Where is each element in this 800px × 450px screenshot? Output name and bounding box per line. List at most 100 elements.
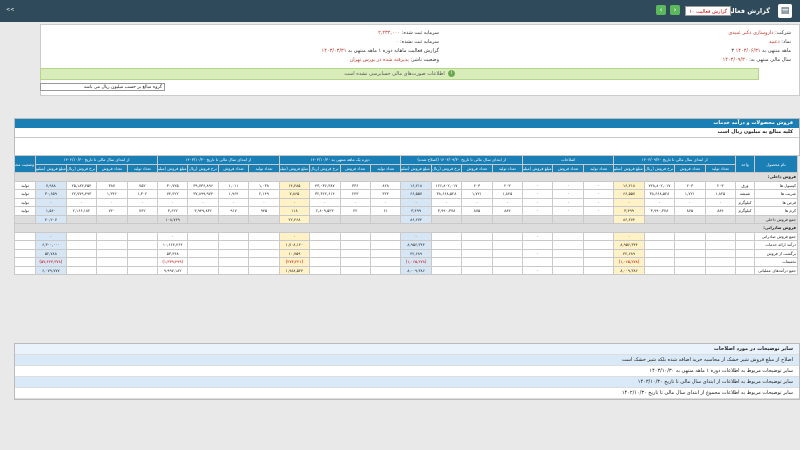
sales-section: فروش محصولات و درآمد خدمات کلیه مبالغ به… — [14, 118, 800, 156]
col-header: تعداد تولید — [491, 163, 524, 173]
col-header: تعداد تولید — [248, 163, 280, 173]
table-cell: ۰ — [522, 231, 554, 241]
table-cell — [217, 214, 250, 224]
table-cell — [582, 231, 615, 241]
table-cell: ۰ — [522, 206, 554, 216]
table-cell — [369, 248, 402, 258]
table-cell: ۰ — [522, 189, 554, 199]
table-cell — [65, 214, 98, 224]
col-header: تعداد تولید — [126, 163, 158, 173]
table-cell: ۲۰۳ — [461, 180, 493, 190]
table-cell — [491, 257, 524, 267]
table-cell — [339, 248, 371, 258]
table-cell: ۰ — [522, 248, 554, 258]
table-cell — [369, 240, 402, 250]
col-header: تعداد فروش — [674, 163, 706, 173]
table-cell: ۳۲,۳۶۲,۶۱۴ — [309, 189, 341, 199]
table-cell — [96, 248, 128, 258]
group-header: از ابتدای سال مالی تا تاریخ ۱۴۰۳/۰۹/۳۰ — [613, 155, 736, 165]
col-header: وضعیت محصول-واحد — [14, 155, 36, 173]
table-cell: ۱۶,۲۱۸ — [613, 180, 645, 190]
table-cell: ۷۴۲ — [126, 206, 158, 216]
table-cell: شربت ها — [754, 189, 798, 199]
table-cell: (۲۷۴,۲۲۱) — [278, 257, 311, 267]
company-info-panel: شرکت: داروسازی دکتر عبیدی نماد: دعبید ۳ … — [40, 24, 800, 96]
table-cell — [339, 214, 371, 224]
group-header-row: نام محصول واحد از ابتدای سال مالی تا تار… — [14, 155, 798, 173]
col-header: نرخ فروش (ریال) — [187, 163, 219, 173]
table-cell — [704, 265, 737, 275]
col-header: مبلغ فروش (میلیون ریال) — [278, 163, 311, 173]
table-cell — [96, 240, 128, 250]
table-cell: ۰ — [278, 231, 311, 241]
table-cell: شیشه — [735, 189, 755, 199]
table-cell: کیلوگرم — [735, 197, 755, 207]
table-cell — [582, 240, 615, 250]
table-cell: ۸,۰۰۹,۳۸۶ — [400, 265, 432, 275]
col-header: نرخ فروش (ریال) — [643, 163, 676, 173]
period-row: ۳ ماهه منتهی به ۱۴۰۳/۰۶/۳۱ — [731, 48, 791, 54]
report-row: گزارش فعالیت ماهانه دوره ۱ ماهه منتهی به… — [321, 48, 439, 54]
table-row: تخفیفات (۱,۰۶۵,۲۷۸) (۱,۰۶۵,۲۷۸) (۲۷۴,۲۲۱) (۱… — [14, 257, 798, 267]
table-cell — [461, 248, 493, 258]
col-header: نام محصول — [754, 155, 798, 173]
next-arrow-icon[interactable]: › — [670, 5, 680, 15]
group-header: از ابتدای سال مالی تا تاریخ ۱۴۰۳/۱۰/۳۰ — [156, 155, 280, 165]
table-cell — [126, 265, 158, 275]
page-title: گزارش فعالیت ماهانه — [700, 7, 770, 15]
table-cell: ۸۶,۲۷۴ — [613, 214, 645, 224]
section-label: فروش داخلی: — [14, 172, 798, 182]
table-cell — [187, 240, 219, 250]
table-cell: تولید — [14, 197, 36, 207]
unit-select[interactable]: گروه مبالغ بر حسب میلیون ریال می باشد — [40, 83, 165, 91]
table-cell: ۱,۹۶۴ — [217, 189, 250, 199]
col-header: تعداد تولید — [369, 163, 402, 173]
col-header: تعداد تولید — [704, 163, 737, 173]
table-cell: ۲۴۳ — [339, 189, 371, 199]
table-cell: ۸۲۸ — [369, 180, 402, 190]
table-cell — [126, 248, 158, 258]
table-cell — [704, 231, 737, 241]
table-cell: ۹۴۵ — [248, 206, 280, 216]
table-cell: ۱,۳۰۲ — [126, 189, 158, 199]
table-row: جمع فروش صادراتی ۰ ۰ ۰ ۰ ۰ ۰ — [14, 231, 798, 241]
table-cell — [735, 231, 755, 241]
table-cell: جمع فروش داخلی — [754, 214, 798, 224]
table-cell: جمع درآمدهای عملیاتی — [754, 265, 798, 275]
section-title: فروش محصولات و درآمد خدمات — [15, 119, 799, 128]
table-cell: (۱,۰۶۵,۲۷۸) — [400, 257, 432, 267]
table-cell — [96, 231, 128, 241]
table-row: جمع فروش داخلی ۸۶,۲۷۴ ۸۶,۲۷۴ ۲۲,۴۶۸ ۱۰۸,۷۶۹ ۴… — [14, 214, 798, 224]
table-cell: ۰ — [674, 197, 706, 207]
table-cell: ۰ — [704, 197, 737, 207]
unaudited-warning: اطلاعات صورت‌های مالی حسابرسی نشده است i — [40, 68, 759, 80]
section-row: فروش صادراتی: — [14, 223, 798, 233]
group-header: دوره یک ماهه منتهی به ۱۴۰۳/۱۰/۳۰ — [278, 155, 402, 165]
col-header: مبلغ فروش (میلیون ریال) — [35, 163, 67, 173]
table-cell: ۳,۹۹۰,۳۷۸ — [643, 206, 676, 216]
prev-arrow-icon[interactable]: ‹ — [656, 5, 666, 15]
table-cell: ۴۲ — [339, 206, 371, 216]
table-cell — [248, 265, 280, 275]
report-type-select[interactable]: گزارش فعالیت ۱۰ — [685, 6, 731, 16]
table-cell: ۲,۸۰۹,۵۲۳ — [309, 206, 341, 216]
symbol-row: نماد: دعبید — [768, 39, 791, 45]
table-cell — [14, 214, 36, 224]
capital-unreg-row: سرمایه ثبت نشده: ۰ — [395, 39, 439, 45]
table-cell — [430, 214, 463, 224]
table-cell — [552, 248, 584, 258]
col-header: تعداد فروش — [217, 163, 250, 173]
table-cell: ۱,۸۲۵ — [704, 189, 737, 199]
table-cell: ۰ — [522, 197, 554, 207]
collapse-link[interactable]: << — [6, 7, 15, 13]
table-cell — [430, 231, 463, 241]
table-cell: ۰ — [552, 189, 584, 199]
table-cell: ۸۶,۲۷۴ — [400, 214, 432, 224]
table-cell — [582, 257, 615, 267]
table-cell — [248, 248, 280, 258]
table-cell: ۰ — [522, 180, 554, 190]
table-cell — [643, 257, 676, 267]
table-cell — [491, 214, 524, 224]
table-cell: ۶,۳۰۰,۰۰۰ — [35, 240, 67, 250]
table-cell — [643, 231, 676, 241]
